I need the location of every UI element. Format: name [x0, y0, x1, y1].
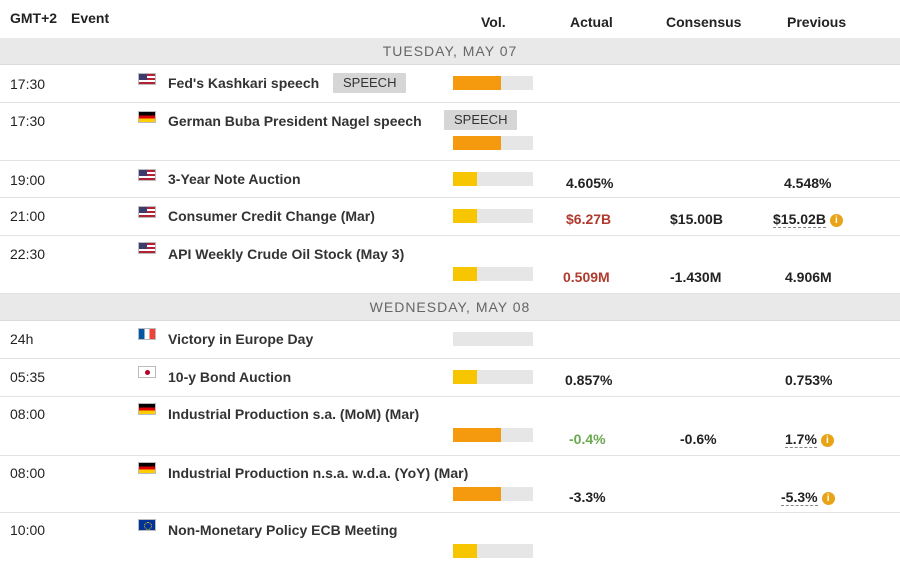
volatility-bar	[453, 136, 533, 150]
event-time: 08:00	[10, 465, 46, 481]
event-name[interactable]: 10-y Bond Auction	[168, 369, 292, 385]
de-flag-icon	[138, 462, 156, 474]
actual-value: 4.605%	[566, 175, 614, 191]
event-row[interactable]: 22:30 API Weekly Crude Oil Stock (May 3)…	[0, 236, 900, 294]
speech-tag: SPEECH	[444, 110, 518, 130]
consensus-header: Consensus	[666, 14, 742, 30]
volatility-bar	[453, 544, 533, 558]
event-row[interactable]: 05:35 10-y Bond Auction 0.857% 0.753%	[0, 359, 900, 397]
event-name[interactable]: Industrial Production s.a. (MoM) (Mar)	[168, 406, 420, 422]
consensus-value: -3.3%	[569, 489, 606, 505]
volatility-bar	[453, 332, 533, 346]
volatility-fill	[453, 209, 477, 223]
speech-tag: SPEECH	[333, 73, 407, 93]
event-name[interactable]: Consumer Credit Change (Mar)	[168, 208, 375, 224]
volatility-fill	[453, 267, 477, 281]
volatility-bar	[453, 428, 533, 442]
event-name[interactable]: Non-Monetary Policy ECB Meeting	[168, 522, 398, 538]
event-row[interactable]: 10:00 Non-Monetary Policy ECB Meeting	[0, 513, 900, 564]
event-row[interactable]: 21:00 Consumer Credit Change (Mar) $6.27…	[0, 198, 900, 236]
vol-header: Vol.	[481, 14, 506, 30]
previous-value: 0.753%	[785, 372, 833, 388]
event-row[interactable]: 24h Victory in Europe Day	[0, 321, 900, 359]
event-name[interactable]: API Weekly Crude Oil Stock (May 3)	[168, 246, 405, 262]
event-row[interactable]: 08:00 Industrial Production n.s.a. w.d.a…	[0, 456, 900, 513]
volatility-fill	[453, 428, 501, 442]
event-name[interactable]: German Buba President Nagel speech	[168, 113, 422, 129]
event-time: 17:30	[10, 113, 46, 129]
info-icon[interactable]: i	[820, 434, 834, 447]
day-separator: WEDNESDAY, MAY 08	[0, 294, 900, 321]
previous-value: -5.3%	[781, 489, 818, 506]
day-separator: TUESDAY, MAY 07	[0, 38, 900, 65]
fr-flag-icon	[138, 328, 156, 340]
info-icon[interactable]: i	[821, 492, 835, 505]
previous-value-container[interactable]: 1.7% i	[785, 431, 834, 448]
volatility-fill	[453, 76, 501, 90]
event-row[interactable]: 19:00 3-Year Note Auction 4.605% 4.548%	[0, 161, 900, 198]
actual-value: -0.4%	[569, 431, 606, 447]
actual-header: Actual	[570, 14, 613, 30]
volatility-fill	[453, 136, 501, 150]
actual-value: 0.857%	[565, 372, 613, 388]
consensus-value: $15.00B	[670, 211, 723, 227]
de-flag-icon	[138, 111, 156, 123]
us-flag-icon	[138, 206, 156, 218]
volatility-bar	[453, 209, 533, 223]
event-time: 19:00	[10, 172, 46, 188]
event-time: 17:30	[10, 76, 46, 92]
us-flag-icon	[138, 242, 156, 254]
event-name[interactable]: Fed's Kashkari speech	[168, 75, 320, 91]
us-flag-icon	[138, 73, 156, 85]
previous-header: Previous	[787, 14, 847, 30]
info-icon[interactable]: i	[829, 214, 843, 227]
volatility-fill	[453, 370, 477, 384]
volatility-fill	[453, 544, 477, 558]
consensus-value: -0.6%	[680, 431, 717, 447]
table-header: GMT+2 Event Vol. Actual Consensus Previo…	[0, 0, 900, 40]
eu-flag-icon	[138, 519, 156, 531]
event-time: 08:00	[10, 406, 46, 422]
consensus-value: -1.430M	[670, 269, 722, 285]
event-time: 22:30	[10, 246, 46, 262]
event-row[interactable]: 17:30 Fed's Kashkari speech SPEECH	[0, 65, 900, 103]
event-name[interactable]: Industrial Production n.s.a. w.d.a. (YoY…	[168, 465, 469, 481]
volatility-bar	[453, 487, 533, 501]
volatility-fill	[453, 487, 501, 501]
event-name[interactable]: 3-Year Note Auction	[168, 171, 301, 187]
volatility-bar	[453, 76, 533, 90]
event-name[interactable]: Victory in Europe Day	[168, 331, 314, 347]
event-row[interactable]: 17:30 German Buba President Nagel speech…	[0, 103, 900, 161]
event-time: 21:00	[10, 208, 46, 224]
volatility-bar	[453, 172, 533, 186]
event-time: 10:00	[10, 522, 46, 538]
previous-value: 4.548%	[784, 175, 832, 191]
previous-value-container[interactable]: $15.02B i	[773, 211, 843, 228]
de-flag-icon	[138, 403, 156, 415]
event-time: 24h	[10, 331, 34, 347]
event-header: Event	[71, 10, 110, 26]
volatility-bar	[453, 267, 533, 281]
previous-value: 4.906M	[785, 269, 832, 285]
previous-value-container[interactable]: -5.3% i	[781, 489, 835, 506]
previous-value: 1.7%	[785, 431, 817, 448]
event-time: 05:35	[10, 369, 46, 385]
actual-value: 0.509M	[563, 269, 610, 285]
volatility-fill	[453, 172, 477, 186]
jp-flag-icon	[138, 366, 156, 378]
event-row[interactable]: 08:00 Industrial Production s.a. (MoM) (…	[0, 397, 900, 456]
actual-value: $6.27B	[566, 211, 612, 227]
timezone-header[interactable]: GMT+2	[10, 10, 58, 26]
us-flag-icon	[138, 169, 156, 181]
volatility-bar	[453, 370, 533, 384]
previous-value: $15.02B	[773, 211, 826, 228]
